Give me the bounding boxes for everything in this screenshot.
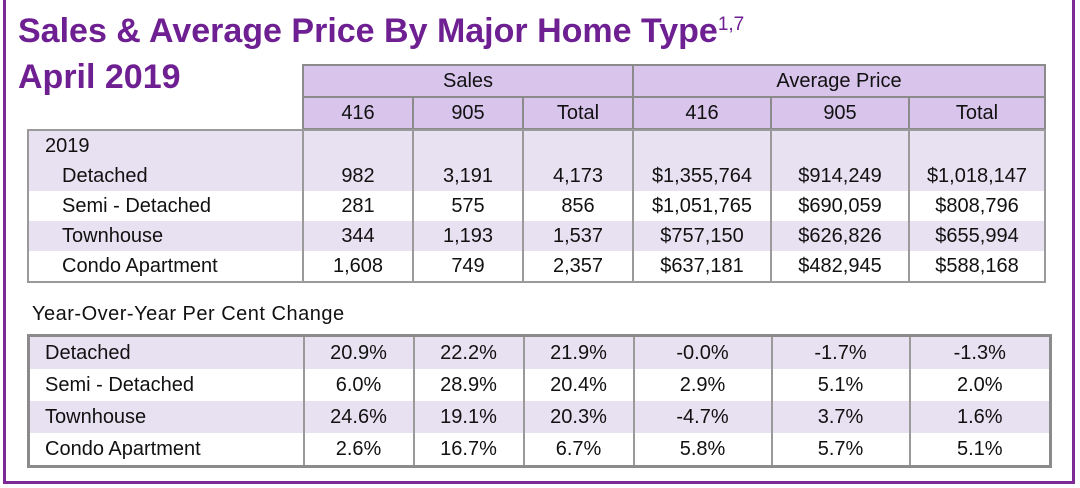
cell: 22.2% [412,335,525,369]
cell: 5.1% [908,433,1052,467]
col-header: 416 [302,96,414,130]
table-row: Townhouse 344 1,193 1,537 $757,150 $626,… [27,221,1046,251]
cell: 2.0% [908,369,1052,401]
cell: 1.6% [908,401,1052,433]
yoy-change-table: Detached 20.9% 22.2% 21.9% -0.0% -1.7% -… [27,334,1052,468]
cell: 4,173 [522,161,634,191]
cell: -1.3% [908,335,1052,369]
year-row: 2019 [27,130,1046,161]
cell: 1,193 [412,221,524,251]
cell: 5.8% [632,433,773,467]
sales-price-table: 2019 Detached 982 3,191 4,173 $1,355,764… [27,129,1046,283]
table-row: Semi - Detached 6.0% 28.9% 20.4% 2.9% 5.… [27,369,1052,401]
cell: $655,994 [908,221,1046,251]
cell: $757,150 [632,221,772,251]
cell: 19.1% [412,401,525,433]
cell: $637,181 [632,251,772,282]
yoy-section-label: Year-Over-Year Per Cent Change [32,303,345,325]
col-header: Total [522,96,634,130]
cell: $808,796 [908,191,1046,221]
cell: 281 [302,191,414,221]
cell: -1.7% [770,335,911,369]
sales-group-header: Sales [302,64,634,98]
cell: 2,357 [522,251,634,282]
cell: 20.4% [522,369,635,401]
cell: 6.0% [302,369,415,401]
row-label: Condo Apartment [27,433,305,467]
col-header: 416 [632,96,772,130]
col-header: 905 [770,96,910,130]
cell: 982 [302,161,414,191]
cell: 24.6% [302,401,415,433]
column-header-table: Sales Average Price 416 905 Total 416 90… [302,64,1046,130]
cell: 344 [302,221,414,251]
average-price-group-header: Average Price [632,64,1046,98]
row-label: Townhouse [27,401,305,433]
cell: 3,191 [412,161,524,191]
cell: $588,168 [908,251,1046,282]
cell: $1,051,765 [632,191,772,221]
page-frame [3,0,1075,484]
cell: 5.7% [770,433,911,467]
cell: $690,059 [770,191,910,221]
table-row: Detached 982 3,191 4,173 $1,355,764 $914… [27,161,1046,191]
cell: 28.9% [412,369,525,401]
col-header: Total [908,96,1046,130]
cell: 575 [412,191,524,221]
cell: 21.9% [522,335,635,369]
row-label: Detached [27,335,305,369]
cell: 16.7% [412,433,525,467]
row-label: Townhouse [27,221,304,251]
cell: 20.3% [522,401,635,433]
cell: $482,945 [770,251,910,282]
page-title: Sales & Average Price By Major Home Type… [18,12,745,50]
cell: 1,608 [302,251,414,282]
table-row: Detached 20.9% 22.2% 21.9% -0.0% -1.7% -… [27,335,1052,369]
table-row: Semi - Detached 281 575 856 $1,051,765 $… [27,191,1046,221]
year-label: 2019 [27,130,304,161]
cell: 2.9% [632,369,773,401]
cell: 749 [412,251,524,282]
row-label: Detached [27,161,304,191]
col-header: 905 [412,96,524,130]
cell: 20.9% [302,335,415,369]
table-row: Condo Apartment 2.6% 16.7% 6.7% 5.8% 5.7… [27,433,1052,467]
cell: 2.6% [302,433,415,467]
row-label: Condo Apartment [27,251,304,282]
page-subtitle: April 2019 [18,58,181,96]
cell: $914,249 [770,161,910,191]
cell: 3.7% [770,401,911,433]
table-row: Condo Apartment 1,608 749 2,357 $637,181… [27,251,1046,282]
cell: 856 [522,191,634,221]
cell: $626,826 [770,221,910,251]
row-label: Semi - Detached [27,191,304,221]
cell: -4.7% [632,401,773,433]
row-label: Semi - Detached [27,369,305,401]
cell: $1,018,147 [908,161,1046,191]
cell: $1,355,764 [632,161,772,191]
cell: -0.0% [632,335,773,369]
cell: 6.7% [522,433,635,467]
title-footnote-ref: 1,7 [717,14,745,35]
cell: 1,537 [522,221,634,251]
table-row: Townhouse 24.6% 19.1% 20.3% -4.7% 3.7% 1… [27,401,1052,433]
cell: 5.1% [770,369,911,401]
